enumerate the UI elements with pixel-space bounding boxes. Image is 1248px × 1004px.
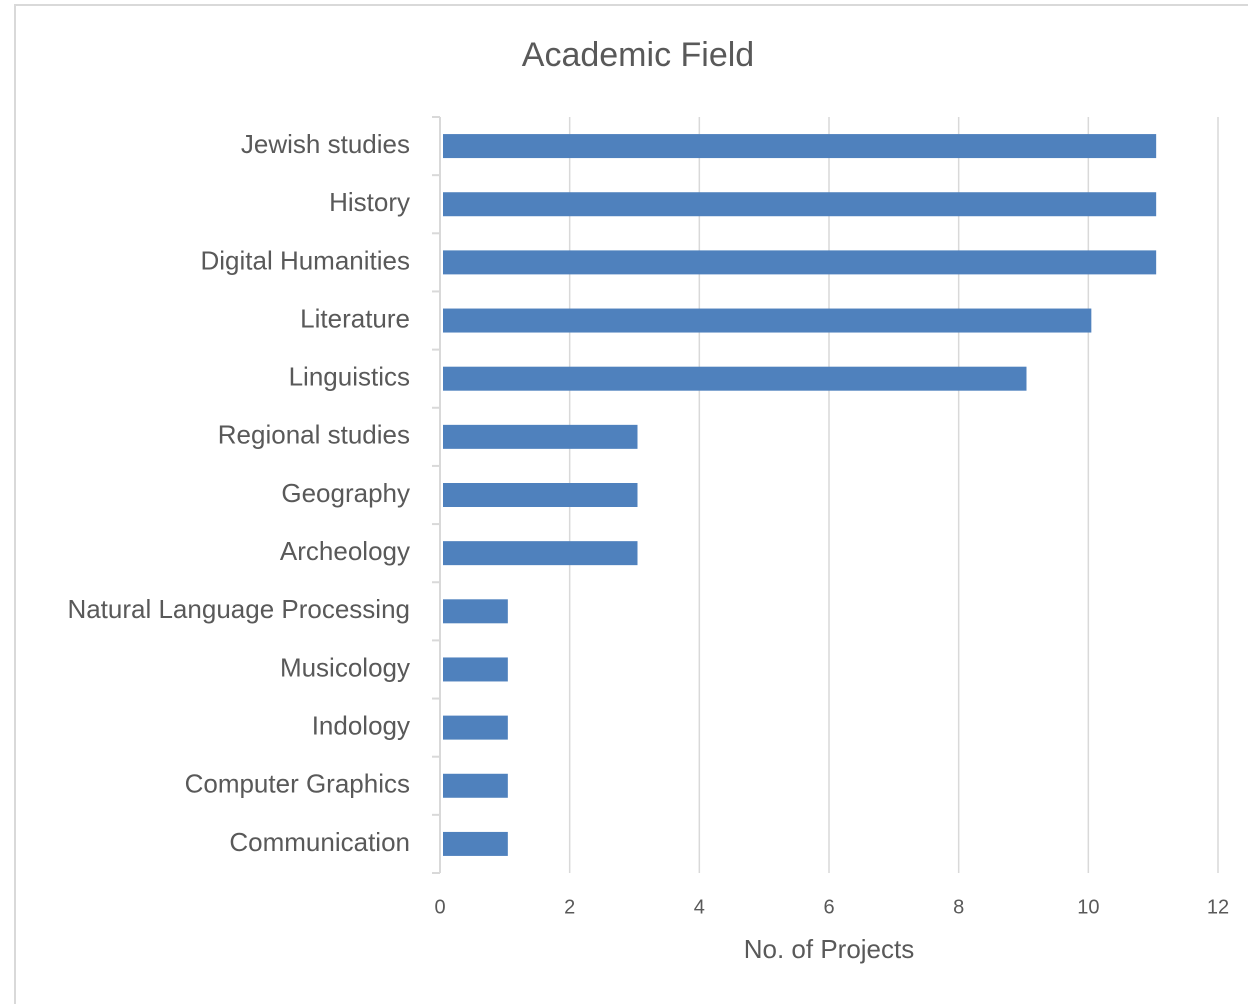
y-tick-label: Geography [281,478,410,508]
y-tick-label: Natural Language Processing [67,594,410,624]
bar [443,250,1157,275]
y-tick-label: Regional studies [218,420,410,450]
y-tick-label: Archeology [280,536,410,566]
bar [443,657,508,682]
x-tick-label: 12 [1207,896,1229,918]
y-tick-label: History [329,187,410,217]
bar [443,715,508,740]
bar [443,483,638,507]
y-tick-label: Jewish studies [241,129,410,159]
y-tick-label: Communication [229,827,410,857]
y-tick-label: Linguistics [289,362,410,392]
bar [443,366,1027,391]
bar [443,308,1092,333]
x-tick-label: 8 [953,896,964,918]
x-tick-label: 10 [1077,896,1099,918]
bar [443,192,1157,217]
x-tick-label: 4 [694,896,705,918]
bar [443,134,1157,159]
y-tick-label: Digital Humanities [200,245,410,275]
bar [443,773,508,798]
chart-border [14,4,1248,1004]
bar [443,831,508,856]
y-tick-label: Musicology [280,652,410,682]
x-axis-label: No. of Projects [744,934,915,964]
bar [443,424,638,449]
chart-title: Academic Field [522,36,754,74]
y-tick-label: Indology [312,710,410,740]
bar [443,599,508,624]
x-tick-label: 2 [564,896,575,918]
y-tick-label: Computer Graphics [185,769,410,799]
y-tick-label: Literature [300,303,410,333]
x-tick-label: 0 [434,896,445,918]
bar [443,541,638,566]
x-tick-label: 6 [823,896,834,918]
